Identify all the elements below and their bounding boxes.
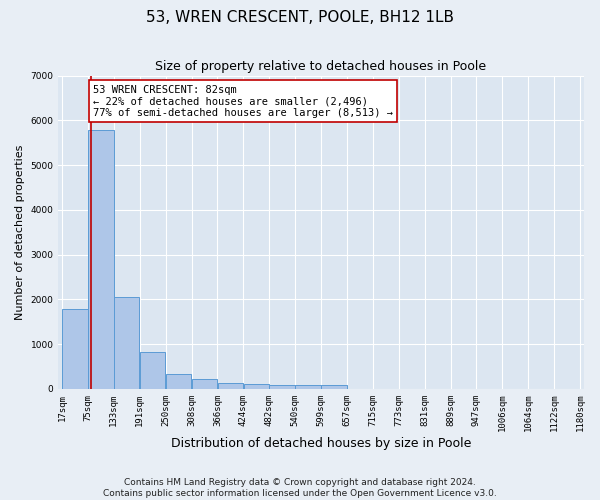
Bar (140, 352, 166, 389)
Bar (114, 296, 139, 389)
Bar (269, 386, 295, 389)
X-axis label: Distribution of detached houses by size in Poole: Distribution of detached houses by size … (171, 437, 471, 450)
Y-axis label: Number of detached properties: Number of detached properties (15, 144, 25, 320)
Bar (244, 384, 269, 389)
Bar (88, 130, 113, 389)
Bar (62, 310, 88, 389)
Bar (321, 386, 347, 389)
Text: 53 WREN CRESCENT: 82sqm
← 22% of detached houses are smaller (2,496)
77% of semi: 53 WREN CRESCENT: 82sqm ← 22% of detache… (93, 84, 393, 117)
Bar (192, 379, 217, 389)
Bar (295, 386, 321, 389)
Text: Contains HM Land Registry data © Crown copyright and database right 2024.
Contai: Contains HM Land Registry data © Crown c… (103, 478, 497, 498)
Title: Size of property relative to detached houses in Poole: Size of property relative to detached ho… (155, 60, 487, 73)
Bar (218, 383, 243, 389)
Bar (166, 374, 191, 389)
Text: 53, WREN CRESCENT, POOLE, BH12 1LB: 53, WREN CRESCENT, POOLE, BH12 1LB (146, 10, 454, 25)
